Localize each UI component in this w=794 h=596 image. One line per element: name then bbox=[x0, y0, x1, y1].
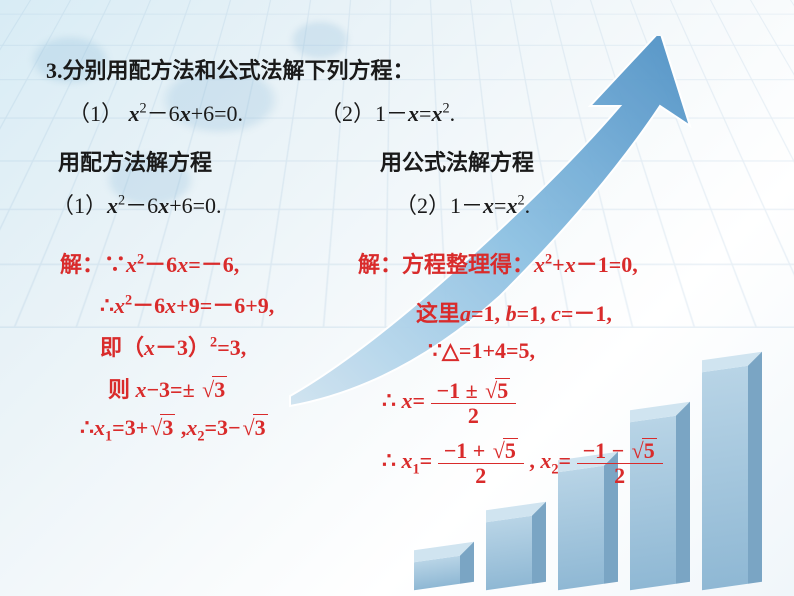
right-sub-eq: （2）1－x=x2. bbox=[395, 188, 530, 220]
problem-title: 3.分别用配方法和公式法解下列方程： bbox=[46, 53, 415, 85]
right-step2: 这里a=1, b=1, c=－1, bbox=[416, 296, 612, 328]
left-step1: 解：∵x2－6x=－6, bbox=[60, 247, 239, 279]
right-step4: ∴ x= −1 ± 5 2 bbox=[382, 378, 516, 428]
left-step3: 即（x－3）2=3, bbox=[100, 330, 246, 362]
left-sub-eq: （1）x2－6x+6=0. bbox=[52, 188, 222, 220]
right-heading: 用公式法解方程 bbox=[380, 145, 534, 177]
content-layer: 3.分别用配方法和公式法解下列方程： （1） x2－6x+6=0. （2）1－x… bbox=[0, 0, 794, 596]
left-step4: 则 x−3=± 3 bbox=[108, 372, 227, 404]
right-step3: ∵△=1+4=5, bbox=[428, 338, 535, 364]
eq2: （2）1－x=x2. bbox=[320, 96, 455, 128]
left-step2: ∴x2－6x+9=－6+9, bbox=[100, 288, 274, 320]
left-heading: 用配方法解方程 bbox=[58, 145, 212, 177]
right-step5: ∴ x1= −1 + 5 2 , x2= −1 − 5 2 bbox=[382, 438, 663, 488]
right-step1: 解：方程整理得：x2+x－1=0, bbox=[358, 247, 638, 279]
left-step5: ∴x1=3+3 ,x2=3−3 bbox=[80, 414, 268, 445]
eq1: （1） x2－6x+6=0. bbox=[68, 96, 243, 128]
